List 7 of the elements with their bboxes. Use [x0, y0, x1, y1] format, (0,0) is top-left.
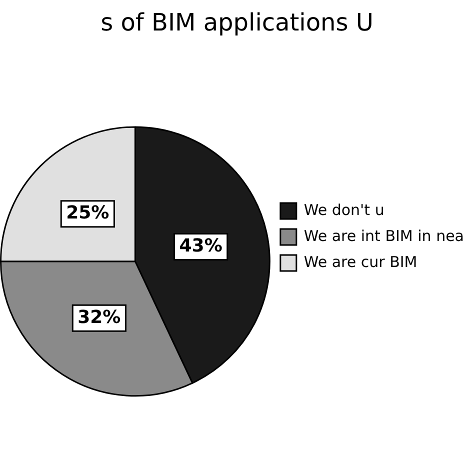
data-label: 43% — [179, 235, 222, 256]
chart-title: s of BIM applications U — [100, 8, 374, 37]
legend-label: We are int BIM in nea — [304, 226, 464, 245]
legend-label: We don't u — [304, 200, 384, 219]
legend-label: We are cur BIM — [304, 252, 418, 271]
data-label: 32% — [78, 306, 121, 328]
data-label: 25% — [66, 202, 110, 224]
